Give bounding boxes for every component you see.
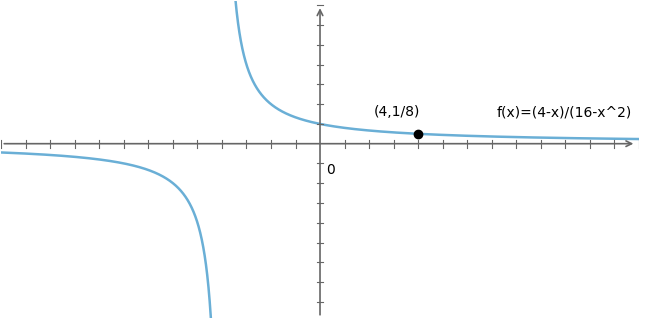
Text: 0: 0 xyxy=(326,163,335,177)
Text: (4,1/8): (4,1/8) xyxy=(374,105,420,119)
Text: f(x)=(4-x)/(16-x^2): f(x)=(4-x)/(16-x^2) xyxy=(496,105,632,119)
